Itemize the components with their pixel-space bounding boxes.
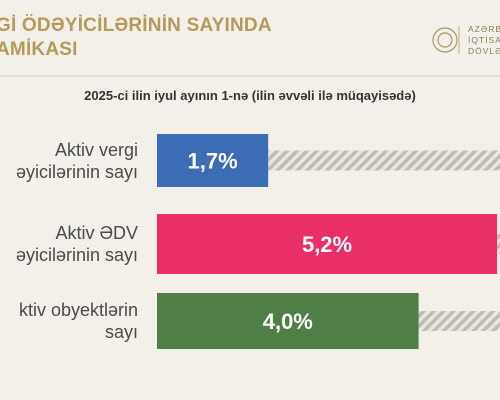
value-label: 5,2% (302, 232, 352, 257)
bar (157, 293, 419, 349)
bar-track (497, 234, 500, 254)
bar (157, 134, 269, 187)
category-label: Aktiv ƏDV əyicilərinin sayı (15, 223, 138, 265)
bar (157, 214, 498, 274)
bar-track (418, 311, 500, 331)
value-label: 4,0% (263, 309, 313, 334)
chart-subtitle: 2025-ci ilin iyul ayının 1-nə (ilin əvvə… (84, 88, 416, 103)
category-label: Aktiv vergi əyicilərinin sayı (15, 139, 138, 182)
bar-track (268, 150, 500, 171)
value-label: 1,7% (188, 149, 238, 174)
category-label: ktiv obyektlərin sayı (18, 300, 138, 342)
page-title: Gİ ÖDƏYİCİLƏRİNİN SAYINDA AMİKASI (0, 15, 272, 60)
logo-emblem (432, 26, 460, 54)
